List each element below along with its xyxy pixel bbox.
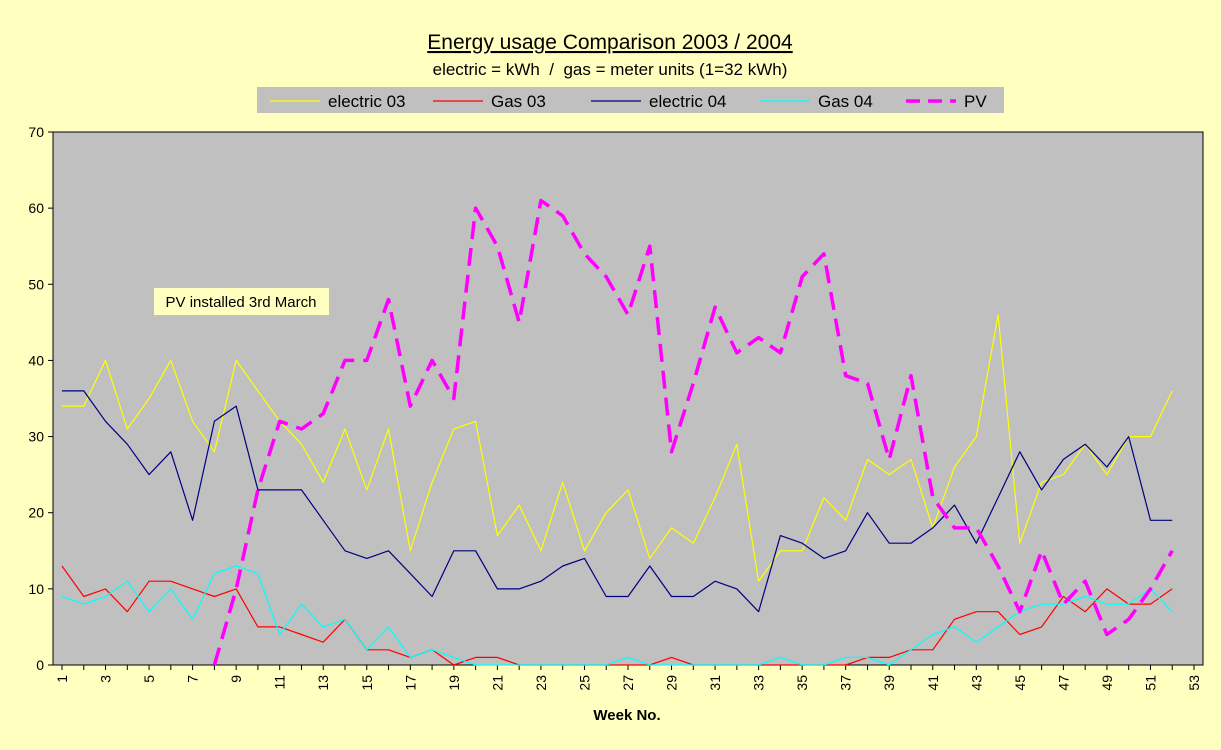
x-tick-label: 43	[968, 675, 984, 691]
y-tick-label: 10	[28, 581, 44, 597]
legend-label: electric 03	[328, 92, 405, 111]
x-tick-label: 31	[707, 675, 723, 691]
x-tick-label: 9	[228, 675, 244, 683]
legend: electric 03 Gas 03 electric 04 Gas 04 PV	[270, 92, 987, 111]
x-tick-label: 13	[315, 675, 331, 691]
x-tick-label: 23	[533, 675, 549, 691]
x-tick-label: 47	[1055, 675, 1071, 691]
series-line-gas-04	[61, 565, 1173, 666]
x-tick-label: 37	[838, 675, 854, 691]
x-tick-label: 51	[1142, 675, 1158, 691]
y-tick-label: 0	[36, 657, 44, 673]
x-tick-label: 33	[751, 675, 767, 691]
x-tick-label: 5	[141, 675, 157, 683]
plot-area	[52, 131, 1204, 666]
series-line-electric-03	[62, 314, 1173, 582]
x-axis: 1 3 5 7 9 11 13 15 17 19 21 23 25 27 29 31 33 35 37 39 41 43 4…	[54, 665, 1202, 691]
y-tick-label: 50	[28, 276, 44, 292]
y-tick-label: 40	[28, 352, 44, 368]
legend-box	[257, 87, 1004, 113]
x-tick-label: 1	[54, 675, 70, 683]
x-tick-label: 19	[446, 675, 462, 691]
annotation-text: PV installed 3rd March	[166, 294, 317, 311]
y-tick-label: 70	[28, 124, 44, 140]
y-tick-label: 60	[28, 200, 44, 216]
x-tick-label: 3	[98, 675, 114, 683]
x-tick-label: 29	[664, 675, 680, 691]
x-tick-label: 17	[402, 675, 418, 691]
y-axis: 0 10 20 30 40 50 60 70	[28, 124, 53, 673]
x-tick-label: 49	[1099, 675, 1115, 691]
x-tick-label: 39	[881, 675, 897, 691]
x-tick-label: 53	[1186, 675, 1202, 691]
x-tick-label: 35	[794, 675, 810, 691]
x-tick-label: 41	[925, 675, 941, 691]
x-tick-label: 45	[1012, 675, 1028, 691]
x-tick-label: 7	[185, 675, 201, 683]
x-tick-label: 15	[359, 675, 375, 691]
x-tick-label: 21	[489, 675, 505, 691]
legend-label: PV	[964, 92, 987, 111]
series-line-gas-03	[61, 565, 1173, 666]
x-tick-label: 25	[576, 675, 592, 691]
x-axis-label: Week No.	[593, 707, 660, 724]
series-line-electric-04	[62, 390, 1173, 613]
chart-subtitle: electric = kWh / gas = meter units (1=32…	[433, 60, 788, 79]
y-tick-label: 30	[28, 429, 44, 445]
legend-label: Gas 03	[491, 92, 546, 111]
annotation-box	[154, 288, 329, 315]
x-tick-label: 27	[620, 675, 636, 691]
legend-label: electric 04	[649, 92, 726, 111]
legend-label: Gas 04	[818, 92, 873, 111]
x-tick-label: 11	[272, 675, 288, 690]
series-layer	[61, 198, 1174, 666]
chart-title: Energy usage Comparison 2003 / 2004	[427, 31, 793, 54]
y-tick-label: 20	[28, 505, 44, 521]
